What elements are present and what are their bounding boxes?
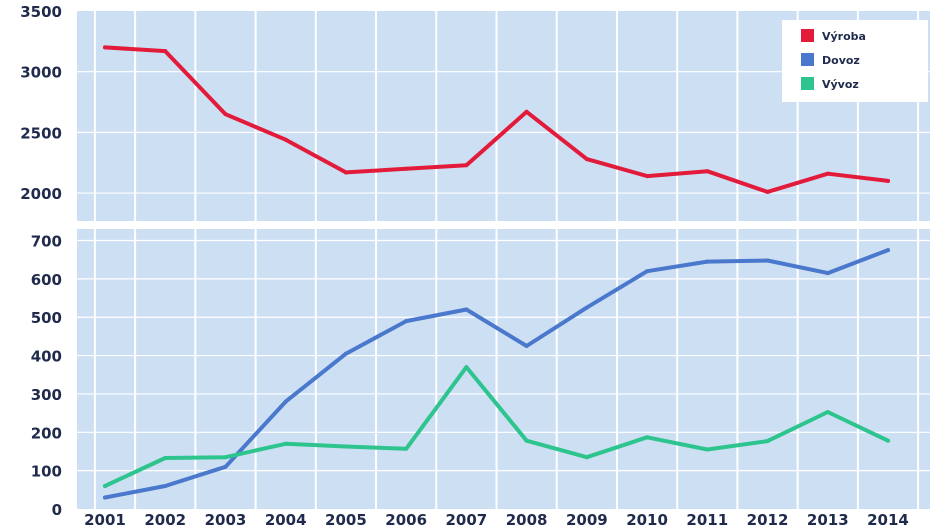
data-point-vyroba-2010 <box>645 174 650 179</box>
x-tick-label-2005: 2005 <box>325 511 367 526</box>
data-point-vyvoz-2013 <box>825 409 830 414</box>
data-point-vyroba-2001 <box>103 45 107 50</box>
legend-label-dovoz: Dovoz <box>822 54 860 67</box>
x-tick-label-2010: 2010 <box>626 511 668 526</box>
panel-bottom-background <box>77 229 930 509</box>
y-tick-label-bottom-0: 0 <box>52 501 62 519</box>
data-point-dovoz-2013 <box>825 271 830 276</box>
y-tick-label-bottom-300: 300 <box>31 386 62 404</box>
data-point-vyvoz-2004 <box>283 441 288 446</box>
series-layer <box>103 45 890 500</box>
x-tick-label-2003: 2003 <box>205 511 247 526</box>
data-point-dovoz-2011 <box>705 259 710 264</box>
data-point-vyvoz-2001 <box>103 483 107 488</box>
data-point-vyvoz-2003 <box>223 455 228 460</box>
y-axis: 2000 2500 3000 3500 0 100 200 300 400 500 600 700 <box>20 3 62 519</box>
data-point-vyroba-2009 <box>584 157 589 162</box>
data-point-vyvoz-2014 <box>886 438 890 443</box>
data-point-dovoz-2010 <box>645 269 650 274</box>
data-point-vyroba-2011 <box>705 169 710 174</box>
data-point-vyvoz-2010 <box>645 435 650 440</box>
y-tick-label-top-3000: 3000 <box>20 64 62 82</box>
data-point-vyroba-2012 <box>765 189 770 194</box>
y-tick-label-bottom-400: 400 <box>31 348 62 366</box>
y-tick-label-bottom-600: 600 <box>31 271 62 289</box>
x-axis: 2001 2002 2003 2004 2005 2006 2007 2008 2009 2010… <box>84 511 909 526</box>
data-point-dovoz-2005 <box>343 351 348 356</box>
data-point-dovoz-2012 <box>765 258 770 263</box>
data-point-dovoz-2002 <box>163 483 168 488</box>
data-point-vyroba-2005 <box>343 170 348 175</box>
data-point-vyvoz-2007 <box>464 365 469 370</box>
data-point-vyroba-2007 <box>464 163 469 168</box>
data-point-dovoz-2004 <box>283 399 288 404</box>
data-point-vyvoz-2008 <box>524 438 529 443</box>
data-point-dovoz-2003 <box>223 464 228 469</box>
y-tick-label-bottom-500: 500 <box>31 309 62 327</box>
data-point-vyvoz-2009 <box>584 455 589 460</box>
y-tick-label-top-2500: 2500 <box>20 124 62 142</box>
data-point-vyvoz-2006 <box>404 446 409 451</box>
data-point-vyroba-2002 <box>163 49 168 54</box>
legend-label-vyroba: Výroba <box>822 30 866 43</box>
series-line-vyroba <box>103 45 890 194</box>
data-point-dovoz-2008 <box>524 343 529 348</box>
data-point-vyroba-2003 <box>223 112 228 117</box>
data-point-dovoz-2006 <box>404 319 409 324</box>
data-point-vyvoz-2002 <box>163 455 168 460</box>
legend-swatch-vyvoz <box>801 77 814 90</box>
x-tick-label-2004: 2004 <box>265 511 307 526</box>
x-tick-label-2014: 2014 <box>867 511 909 526</box>
data-point-vyvoz-2005 <box>343 444 348 449</box>
x-tick-label-2001: 2001 <box>84 511 126 526</box>
x-tick-label-2008: 2008 <box>506 511 548 526</box>
y-tick-label-top-3500: 3500 <box>20 3 62 21</box>
x-tick-label-2012: 2012 <box>747 511 789 526</box>
data-point-vyroba-2014 <box>886 178 890 183</box>
y-tick-label-bottom-100: 100 <box>31 463 62 481</box>
data-point-dovoz-2007 <box>464 307 469 312</box>
x-tick-label-2009: 2009 <box>566 511 608 526</box>
legend-swatch-dovoz <box>801 53 814 66</box>
data-point-vyroba-2008 <box>524 109 529 114</box>
legend-label-vyvoz: Vývoz <box>822 78 859 91</box>
data-point-dovoz-2009 <box>584 305 589 310</box>
data-point-vyroba-2006 <box>404 166 409 171</box>
x-tick-label-2006: 2006 <box>385 511 427 526</box>
x-tick-label-2002: 2002 <box>144 511 186 526</box>
x-tick-label-2013: 2013 <box>807 511 849 526</box>
data-point-dovoz-2001 <box>103 495 107 500</box>
data-point-vyvoz-2012 <box>765 439 770 444</box>
data-point-vyvoz-2011 <box>705 447 710 452</box>
data-point-vyroba-2013 <box>825 171 830 176</box>
y-tick-label-bottom-200: 200 <box>31 424 62 442</box>
legend-swatch-vyroba <box>801 29 814 42</box>
data-point-vyroba-2004 <box>283 137 288 142</box>
x-tick-label-2011: 2011 <box>686 511 728 526</box>
y-tick-label-bottom-700: 700 <box>31 233 62 251</box>
data-point-dovoz-2014 <box>886 248 890 253</box>
x-tick-label-2007: 2007 <box>446 511 488 526</box>
legend: Výroba Dovoz Vývoz <box>782 20 928 102</box>
series-line-vyvoz <box>103 365 890 488</box>
y-tick-label-top-2000: 2000 <box>20 185 62 203</box>
